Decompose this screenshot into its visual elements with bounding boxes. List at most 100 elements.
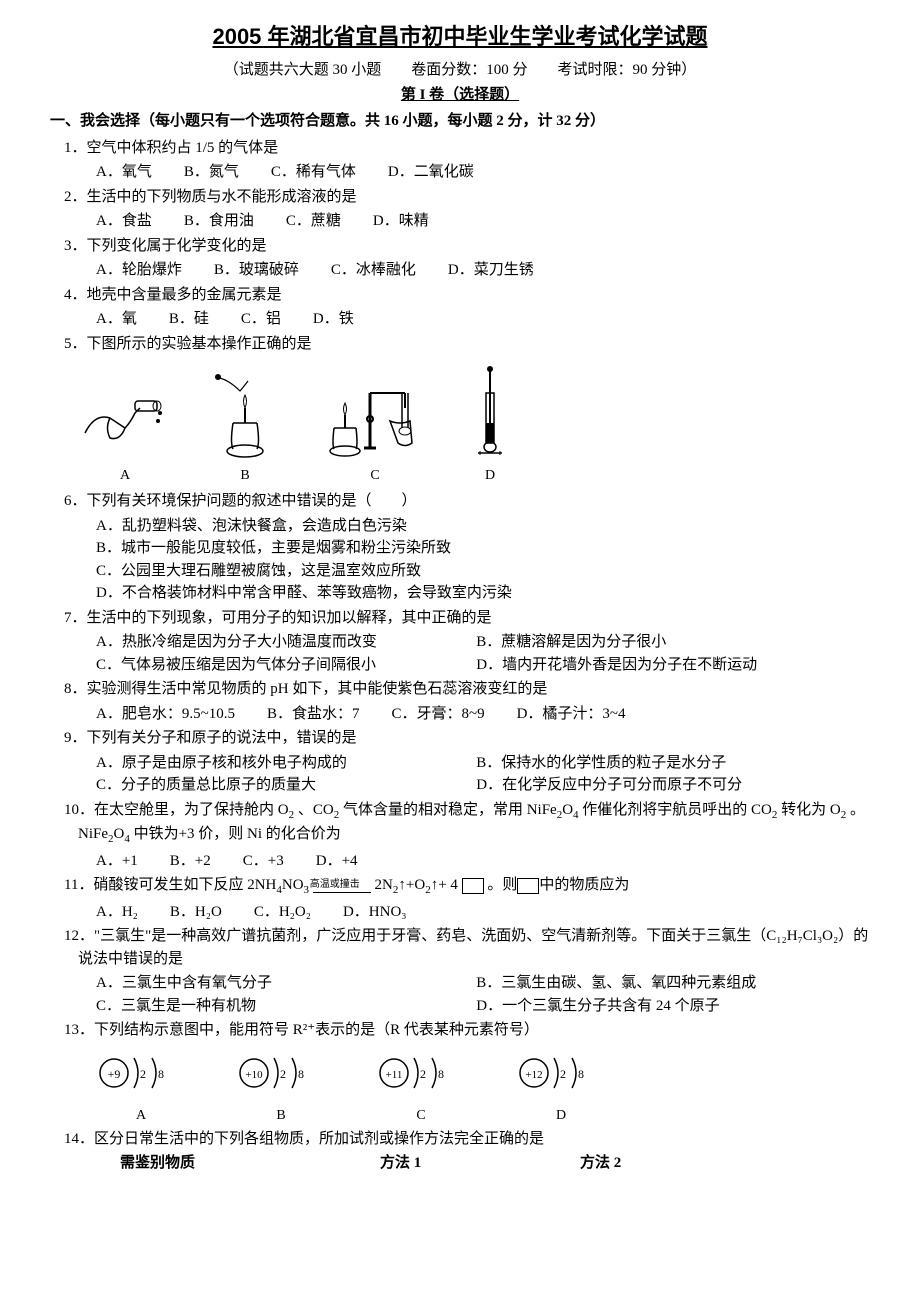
q1-opt-b: B．氮气 xyxy=(184,161,239,184)
svg-text:+12: +12 xyxy=(525,1069,542,1081)
q12-options-cd: C．三氯生是一种有机物 D．一个三氯生分子共含有 24 个原子 xyxy=(96,995,870,1018)
q13-atom-c: +11 2 8 C xyxy=(376,1048,466,1126)
q11-opt-a: A．H₂ xyxy=(96,901,138,924)
exam-subtitle: （试题共六大题 30 小题 卷面分数：100 分 考试时限：90 分钟） xyxy=(50,59,870,82)
q3-stem: 3．下列变化属于化学变化的是 xyxy=(64,235,870,258)
q5-fig-c: C xyxy=(320,373,430,486)
q10-opt-c: C．+3 xyxy=(243,850,284,873)
q5-figures: A B C xyxy=(80,363,870,486)
q2-opt-d: D．味精 xyxy=(373,210,429,233)
q5-label-c: C xyxy=(370,468,379,483)
q11-options: A．H₂ B．H₂O C．H₂O₂ D．HNO₃ xyxy=(96,901,870,924)
svg-text:+10: +10 xyxy=(245,1069,263,1081)
exam-title: 2005 年湖北省宜昌市初中毕业生学业考试化学试题 xyxy=(50,20,870,53)
q4-opt-a: A．氧 xyxy=(96,308,137,331)
q9-options-ab: A．原子是由原子核和核外电子构成的 B．保持水的化学性质的粒子是水分子 xyxy=(96,752,870,775)
q10-opt-b: B．+2 xyxy=(170,850,211,873)
q12-stem: 12．"三氯生"是一种高效广谱抗菌剂，广泛应用于牙膏、药皂、洗面奶、空气清新剂等… xyxy=(64,925,870,970)
q10-options: A．+1 B．+2 C．+3 D．+4 xyxy=(96,850,870,873)
q7-options-ab: A．热胀冷缩是因为分子大小随温度而改变 B．蔗糖溶解是因为分子很小 xyxy=(96,631,870,654)
q8-options: A．肥皂水：9.5~10.5 B．食盐水：7 C．牙膏：8~9 D．橘子汁：3~… xyxy=(96,703,870,726)
q6-opt-b: B．城市一般能见度较低，主要是烟雾和粉尘污染所致 xyxy=(96,537,870,560)
q9-stem: 9．下列有关分子和原子的说法中，错误的是 xyxy=(64,727,870,750)
svg-text:2: 2 xyxy=(420,1067,426,1081)
q4-opt-c: C．铝 xyxy=(241,308,281,331)
svg-text:8: 8 xyxy=(438,1067,444,1081)
q3-opt-a: A．轮胎爆炸 xyxy=(96,259,182,282)
q7-opt-c: C．气体易被压缩是因为气体分子间隔很小 xyxy=(96,654,444,677)
q13-atom-b: +10 2 8 B xyxy=(236,1048,326,1126)
q9-options-cd: C．分子的质量总比原子的质量大 D．在化学反应中分子可分而原子不可分 xyxy=(96,774,870,797)
q13-diagrams: +9 2 8 A +10 2 8 B +11 2 8 C xyxy=(96,1048,870,1126)
q3-opt-b: B．玻璃破碎 xyxy=(214,259,299,282)
q13-stem: 13．下列结构示意图中，能用符号 R²⁺表示的是（R 代表某种元素符号） xyxy=(64,1019,870,1042)
q8-opt-c: C．牙膏：8~9 xyxy=(391,703,484,726)
q2-options: A．食盐 B．食用油 C．蔗糖 D．味精 xyxy=(96,210,870,233)
q1-opt-a: A．氧气 xyxy=(96,161,152,184)
q1-opt-c: C．稀有气体 xyxy=(271,161,356,184)
q4-stem: 4．地壳中含量最多的金属元素是 xyxy=(64,284,870,307)
q5-label-b: B xyxy=(240,468,249,483)
q10-opt-a: A．+1 xyxy=(96,850,138,873)
q5-fig-d: D xyxy=(470,363,510,486)
q1-options: A．氧气 B．氮气 C．稀有气体 D．二氧化碳 xyxy=(96,161,870,184)
q12-opt-d: D．一个三氯生分子共含有 24 个原子 xyxy=(476,995,824,1018)
section-header: 第 I 卷（选择题） xyxy=(50,84,870,107)
q7-opt-d: D．墙内开花墙外香是因为分子在不断运动 xyxy=(476,654,824,677)
q7-opt-b: B．蔗糖溶解是因为分子很小 xyxy=(476,631,824,654)
q8-opt-d: D．橘子汁：3~4 xyxy=(517,703,626,726)
q6-opt-c: C．公园里大理石雕塑被腐蚀，这是温室效应所致 xyxy=(96,560,870,583)
svg-text:2: 2 xyxy=(280,1067,286,1081)
q6-opt-a: A．乱扔塑料袋、泡沫快餐盒，会造成白色污染 xyxy=(96,515,870,538)
q11-stem: 11．硝酸铵可发生如下反应 2NH4NO3 高温或撞击 2N2↑+O2↑+ 4 … xyxy=(64,874,870,899)
blank-box-icon xyxy=(462,878,484,894)
svg-text:8: 8 xyxy=(578,1067,584,1081)
q11-opt-b: B．H₂O xyxy=(170,901,222,924)
q12-opt-a: A．三氯生中含有氧气分子 xyxy=(96,972,444,995)
q9-opt-b: B．保持水的化学性质的粒子是水分子 xyxy=(476,752,824,775)
q6-opt-d: D．不合格装饰材料中常含甲醛、苯等致癌物，会导致室内污染 xyxy=(96,582,870,605)
q12-opt-b: B．三氯生由碳、氢、氯、氧四种元素组成 xyxy=(476,972,824,995)
q5-label-d: D xyxy=(485,468,495,483)
blank-box-icon xyxy=(517,878,539,894)
q7-stem: 7．生活中的下列现象，可用分子的知识加以解释，其中正确的是 xyxy=(64,607,870,630)
svg-text:2: 2 xyxy=(560,1067,566,1081)
svg-text:2: 2 xyxy=(140,1067,146,1081)
q9-opt-c: C．分子的质量总比原子的质量大 xyxy=(96,774,444,797)
q1-opt-d: D．二氧化碳 xyxy=(388,161,474,184)
q10-stem: 10．在太空舱里，为了保持舱内 O2 、CO2 气体含量的相对稳定，常用 NiF… xyxy=(64,799,870,848)
q2-opt-c: C．蔗糖 xyxy=(286,210,341,233)
q12-opt-c: C．三氯生是一种有机物 xyxy=(96,995,444,1018)
q5-fig-a: A xyxy=(80,383,170,486)
q7-opt-a: A．热胀冷缩是因为分子大小随温度而改变 xyxy=(96,631,444,654)
q10-opt-d: D．+4 xyxy=(316,850,358,873)
q2-opt-b: B．食用油 xyxy=(184,210,254,233)
q13-atom-d: +12 2 8 D xyxy=(516,1048,606,1126)
svg-text:+9: +9 xyxy=(108,1067,121,1081)
q6-stem: 6．下列有关环境保护问题的叙述中错误的是（ ） xyxy=(64,490,870,513)
q8-stem: 8．实验测得生活中常见物质的 pH 如下，其中能使紫色石蕊溶液变红的是 xyxy=(64,678,870,701)
q7-options-cd: C．气体易被压缩是因为气体分子间隔很小 D．墙内开花墙外香是因为分子在不断运动 xyxy=(96,654,870,677)
q1-stem: 1．空气中体积约占 1/5 的气体是 xyxy=(64,137,870,160)
q14-col1: 需鉴别物质 xyxy=(120,1152,380,1175)
svg-text:8: 8 xyxy=(158,1067,164,1081)
q2-opt-a: A．食盐 xyxy=(96,210,152,233)
q14-col3: 方法 2 xyxy=(580,1152,760,1175)
q2-stem: 2．生活中的下列物质与水不能形成溶液的是 xyxy=(64,186,870,209)
q3-opt-c: C．冰棒融化 xyxy=(331,259,416,282)
q14-col2: 方法 1 xyxy=(380,1152,580,1175)
q5-stem: 5．下图所示的实验基本操作正确的是 xyxy=(64,333,870,356)
q4-opt-b: B．硅 xyxy=(169,308,209,331)
q4-options: A．氧 B．硅 C．铝 D．铁 xyxy=(96,308,870,331)
svg-text:8: 8 xyxy=(298,1067,304,1081)
q11-opt-d: D．HNO₃ xyxy=(343,901,407,924)
part-header: 一、我会选择（每小题只有一个选项符合题意。共 16 小题，每小题 2 分，计 3… xyxy=(50,110,870,133)
q14-table-header: 需鉴别物质 方法 1 方法 2 xyxy=(120,1152,870,1175)
q8-opt-a: A．肥皂水：9.5~10.5 xyxy=(96,703,235,726)
q4-opt-d: D．铁 xyxy=(313,308,354,331)
q9-opt-d: D．在化学反应中分子可分而原子不可分 xyxy=(476,774,824,797)
q9-opt-a: A．原子是由原子核和核外电子构成的 xyxy=(96,752,444,775)
q13-atom-a: +9 2 8 A xyxy=(96,1048,186,1126)
q5-label-a: A xyxy=(120,468,130,483)
q3-options: A．轮胎爆炸 B．玻璃破碎 C．冰棒融化 D．菜刀生锈 xyxy=(96,259,870,282)
